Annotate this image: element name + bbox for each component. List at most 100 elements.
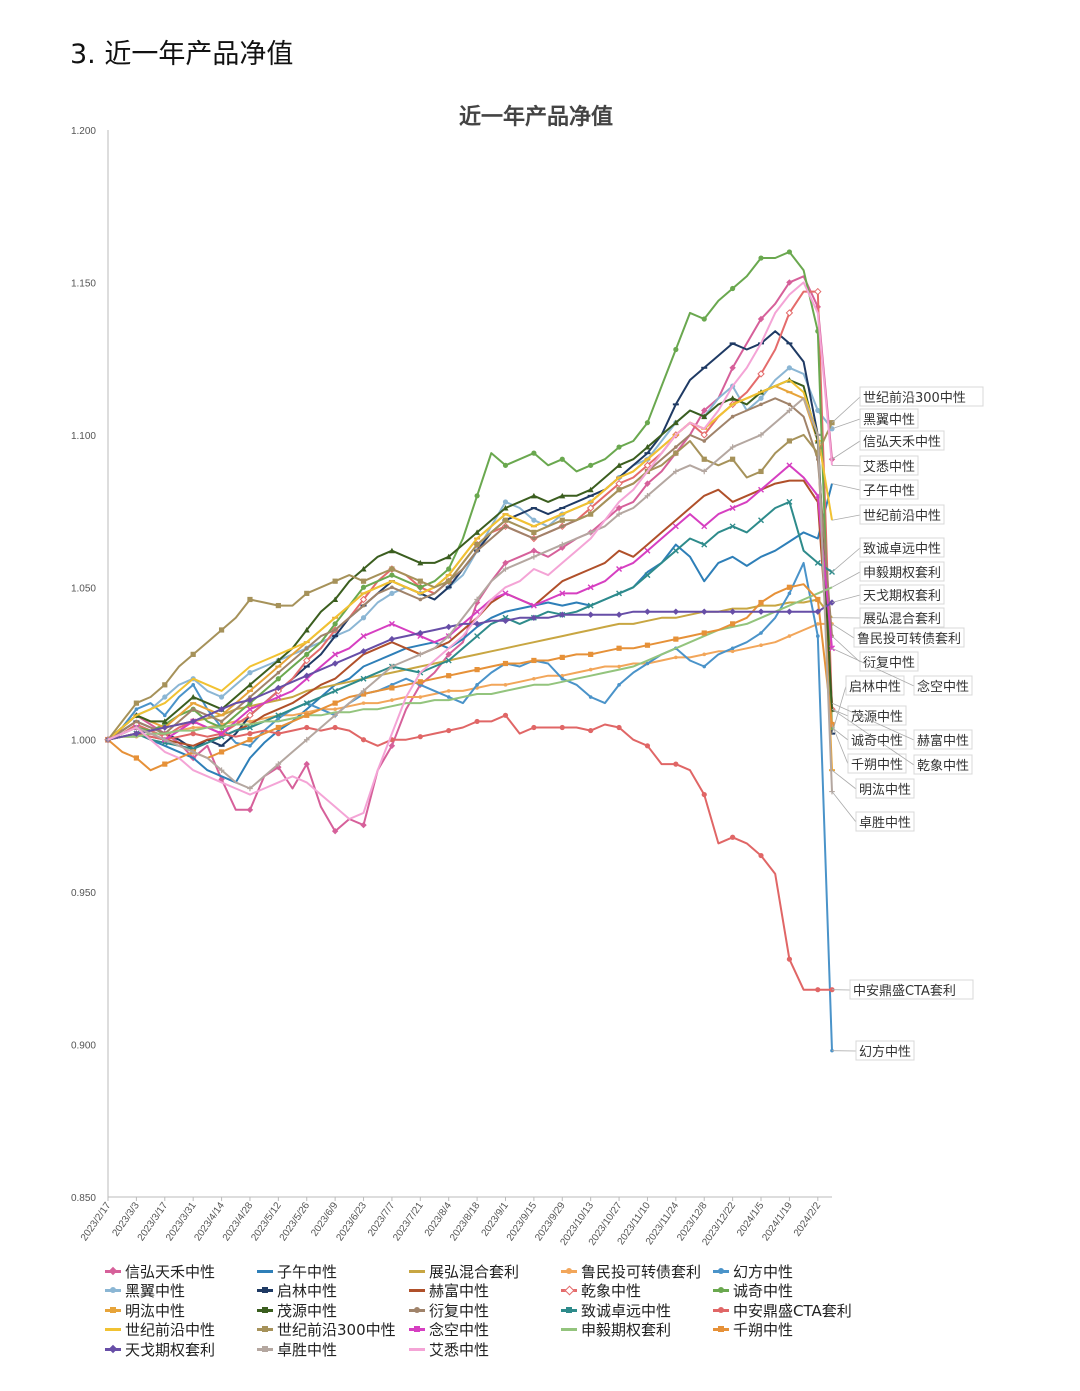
- data-point: [672, 608, 680, 615]
- data-point: [759, 402, 763, 407]
- callout-leader: [831, 464, 861, 467]
- data-point: [786, 365, 793, 371]
- data-point: [758, 468, 764, 475]
- data-point: [560, 676, 565, 681]
- data-point: [502, 566, 509, 572]
- callout-label: 赫富中性: [917, 733, 969, 749]
- series-1: [104, 275, 836, 835]
- data-point: [161, 736, 168, 743]
- legend-swatch: [713, 1306, 729, 1313]
- data-point: [389, 685, 395, 691]
- legend-swatch: [105, 1287, 121, 1294]
- data-point: [360, 675, 367, 682]
- data-point: [559, 517, 565, 523]
- data-point: [247, 737, 253, 743]
- data-point: [672, 523, 679, 530]
- series-line: [107, 583, 833, 772]
- series-21: [104, 599, 836, 743]
- data-point: [616, 487, 622, 493]
- callout-label: 幻方中性: [859, 1044, 911, 1060]
- data-point: [474, 529, 481, 535]
- legend-label: 信弘天禾中性: [125, 1262, 216, 1281]
- data-point: [830, 1048, 834, 1053]
- data-point: [133, 730, 140, 737]
- chart-title: 近一年产品净值: [459, 104, 613, 130]
- data-point: [218, 767, 225, 773]
- data-point: [389, 566, 395, 572]
- data-point: [445, 586, 452, 589]
- data-point: [275, 761, 282, 767]
- series-line: [107, 275, 833, 833]
- data-point: [502, 505, 509, 511]
- data-point: [445, 657, 452, 664]
- data-point: [617, 664, 621, 669]
- data-point: [673, 346, 679, 353]
- legend-swatch: [409, 1347, 425, 1351]
- data-point: [332, 621, 338, 627]
- callout-label: 卓胜中性: [859, 816, 911, 831]
- line-chart: 近一年产品净值 0.850 0.900 0.950 1.000 1.050 1.100 1.…: [71, 104, 984, 1248]
- data-point: [246, 681, 253, 688]
- data-point: [191, 725, 195, 730]
- data-point: [218, 749, 225, 755]
- data-point: [701, 608, 708, 615]
- data-point: [700, 431, 708, 439]
- legend-swatch: [257, 1306, 273, 1313]
- data-point: [588, 695, 593, 699]
- legend-item: 中安鼎盛CTA套利: [713, 1301, 865, 1320]
- data-point: [502, 499, 509, 505]
- data-point: [475, 683, 479, 687]
- data-point: [247, 596, 253, 603]
- legend-swatch: [561, 1328, 577, 1332]
- data-point: [644, 444, 651, 450]
- data-point: [730, 646, 735, 651]
- data-point: [730, 285, 736, 292]
- data-point: [303, 760, 310, 768]
- data-point: [786, 391, 793, 394]
- data-point: [616, 645, 622, 651]
- callout-label: 致诚卓远中性: [863, 542, 941, 557]
- data-point: [815, 596, 821, 603]
- data-point: [588, 667, 593, 672]
- data-point: [162, 694, 168, 700]
- data-point: [332, 687, 339, 694]
- legend-label: 黑翼中性: [125, 1282, 186, 1301]
- data-point: [559, 590, 566, 597]
- series-line: [107, 714, 832, 991]
- data-point: [502, 590, 509, 597]
- data-point: [445, 633, 452, 639]
- data-point: [757, 370, 765, 378]
- series-line: [107, 397, 833, 792]
- legend-item: 卓胜中性: [257, 1340, 409, 1359]
- legend-label: 天戈期权套利: [125, 1340, 216, 1359]
- data-point: [616, 590, 623, 597]
- legend-label: 赫富中性: [429, 1282, 490, 1301]
- data-point: [644, 480, 651, 487]
- data-point: [418, 695, 423, 699]
- data-point: [701, 630, 707, 636]
- legend-label: 子午中性: [277, 1262, 338, 1281]
- data-point: [786, 279, 793, 286]
- legend-label: 衍复中性: [429, 1301, 490, 1320]
- data-point: [729, 523, 736, 530]
- legend-label: 明汯中性: [125, 1301, 186, 1320]
- legend-label: 世纪前沿300中性: [277, 1321, 396, 1340]
- legend-item: 天戈期权套利: [105, 1340, 257, 1359]
- data-point: [758, 852, 764, 859]
- data-point: [617, 683, 621, 687]
- data-point: [445, 623, 452, 631]
- legend-item: 艾悉中性: [409, 1340, 561, 1359]
- data-point: [446, 695, 451, 699]
- legend-item: 赫富中性: [409, 1282, 561, 1301]
- callout-label: 申毅期权套利: [863, 565, 941, 581]
- data-point: [587, 529, 594, 536]
- data-point: [701, 407, 708, 414]
- callout-box: [859, 430, 945, 451]
- data-point: [303, 672, 310, 679]
- data-point: [503, 524, 508, 529]
- callout-leader: [831, 791, 857, 823]
- data-point: [502, 617, 509, 625]
- callout-leader: [831, 483, 861, 491]
- data-point: [531, 517, 537, 523]
- data-point: [672, 403, 679, 406]
